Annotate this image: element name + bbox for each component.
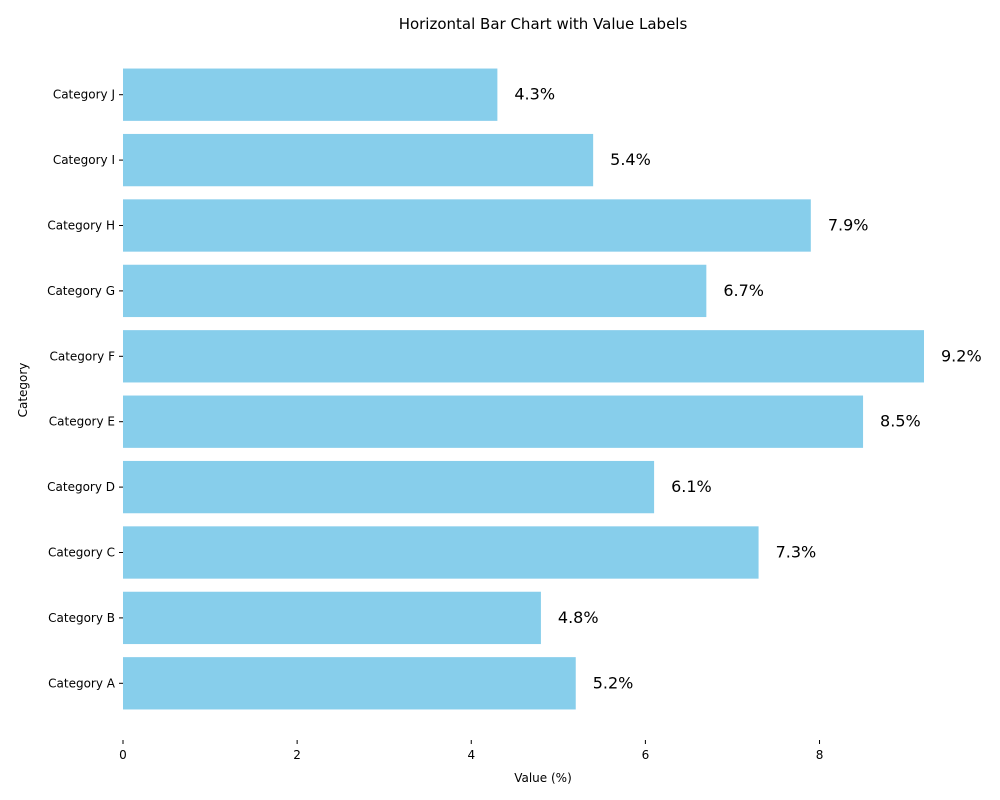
value-label: 4.8% xyxy=(558,608,599,627)
value-label: 8.5% xyxy=(880,412,921,431)
bar-category-j xyxy=(123,68,498,121)
x-tick-label: 6 xyxy=(642,748,650,762)
x-tick-label: 2 xyxy=(293,748,301,762)
y-tick-label: Category I xyxy=(53,153,115,167)
x-axis: 0 2 4 6 8 xyxy=(119,740,823,762)
y-tick-label: Category B xyxy=(48,611,115,625)
y-tick-label: Category F xyxy=(49,349,115,363)
bar-category-c xyxy=(123,526,759,579)
value-label: 6.1% xyxy=(671,477,712,496)
bar-category-h xyxy=(123,199,811,252)
bar-category-g xyxy=(123,264,707,318)
bar-category-b xyxy=(123,591,541,645)
y-tick-label: Category G xyxy=(47,284,115,298)
value-label: 5.2% xyxy=(593,673,634,692)
y-tick-label: Category J xyxy=(53,88,115,102)
value-label: 6.7% xyxy=(723,281,764,300)
bar-category-e xyxy=(123,395,864,448)
value-labels-group: 5.2% 4.8% 7.3% 6.1% 8.5% 9.2% 6.7% 7.9% 5.4% 4.3% xyxy=(514,85,981,693)
y-tick-label: Category H xyxy=(47,219,115,233)
value-label: 9.2% xyxy=(941,346,982,365)
value-label: 7.3% xyxy=(776,543,817,562)
x-tick-label: 8 xyxy=(816,748,824,762)
y-axis: Category A Category B Category C Category D… xyxy=(47,88,123,690)
value-label: 7.9% xyxy=(828,216,869,235)
bar-category-d xyxy=(123,460,655,514)
bar-category-a xyxy=(123,657,576,710)
y-tick-label: Category D xyxy=(47,480,115,494)
y-axis-label: Category xyxy=(16,363,30,418)
x-tick-label: 4 xyxy=(467,748,475,762)
y-tick-label: Category A xyxy=(48,676,116,690)
x-axis-label: Value (%) xyxy=(514,771,572,785)
bar-category-f xyxy=(123,330,924,383)
chart-title: Horizontal Bar Chart with Value Labels xyxy=(399,15,688,33)
value-label: 4.3% xyxy=(514,85,555,104)
y-tick-label: Category C xyxy=(48,546,115,560)
bar-category-i xyxy=(123,133,594,187)
x-tick-label: 0 xyxy=(119,748,127,762)
bars-group xyxy=(123,68,924,710)
y-tick-label: Category E xyxy=(49,415,115,429)
value-label: 5.4% xyxy=(610,150,651,169)
